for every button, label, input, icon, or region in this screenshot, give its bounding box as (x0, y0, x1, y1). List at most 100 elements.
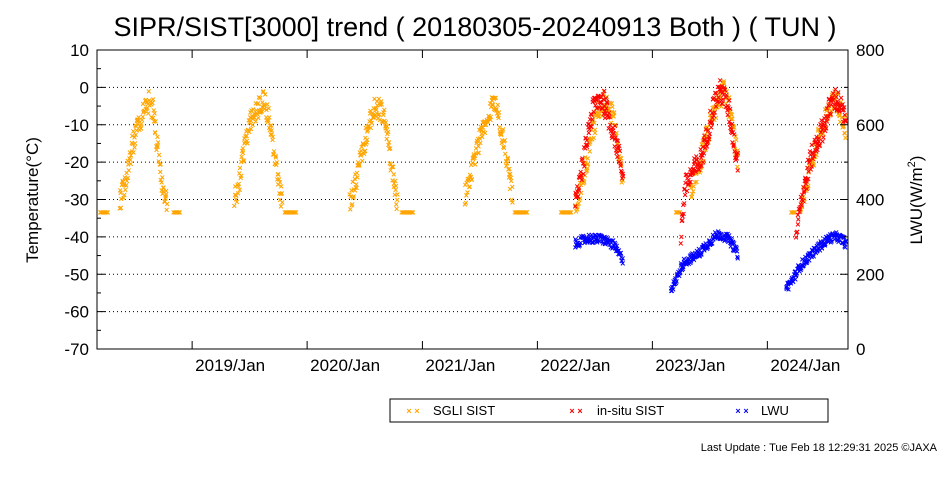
lwu-point: × (832, 229, 837, 239)
sgli-point: × (271, 150, 276, 160)
lwu-point: × (816, 244, 821, 254)
sgli-point: × (159, 177, 164, 187)
sgli-point: × (735, 162, 740, 172)
insitu-point: × (609, 131, 614, 141)
sgli-point: × (471, 152, 476, 162)
lwu-point: × (671, 276, 676, 286)
sgli-point: × (264, 113, 269, 123)
sgli-point: × (100, 208, 105, 218)
insitu-point: × (716, 96, 721, 106)
sgli-point: × (730, 114, 735, 124)
sgli-point: × (818, 126, 823, 136)
sgli-point: × (494, 106, 499, 116)
sgli-point: × (237, 163, 242, 173)
insitu-point: × (795, 227, 800, 237)
insitu-point: × (711, 94, 716, 104)
sgli-point: × (711, 107, 716, 117)
lwu-point: × (677, 269, 682, 279)
sgli-point: × (499, 129, 504, 139)
sgli-point: × (727, 93, 732, 103)
insitu-point: × (801, 188, 806, 198)
sgli-point: × (805, 163, 810, 173)
sgli-point: × (802, 197, 807, 207)
sgli-point: × (158, 167, 163, 177)
sgli-point: × (266, 115, 271, 125)
lwu-point: × (816, 239, 821, 249)
sgli-point: × (387, 159, 392, 169)
lwu-point: × (619, 256, 624, 266)
sgli-point: × (467, 182, 472, 192)
sgli-point: × (473, 160, 478, 170)
lwu-point: × (675, 269, 680, 279)
sgli-point: × (276, 170, 281, 180)
lwu-point: × (616, 245, 621, 255)
sgli-point: × (364, 135, 369, 145)
insitu-point: × (829, 93, 834, 103)
sgli-point: × (248, 124, 253, 134)
sgli-point: × (118, 188, 123, 198)
sgli-point: × (609, 107, 614, 117)
insitu-point: × (694, 155, 699, 165)
sgli-point: × (380, 118, 385, 128)
insitu-point: × (583, 134, 588, 144)
sgli-point: × (155, 132, 160, 142)
insitu-point: × (726, 102, 731, 112)
sgli-point: × (583, 153, 588, 163)
y-tick-label: 10 (70, 41, 89, 60)
insitu-point: × (811, 149, 816, 159)
insitu-point: × (722, 85, 727, 95)
sgli-point: × (259, 106, 264, 116)
sgli-point: × (496, 113, 501, 123)
lwu-point: × (707, 236, 712, 246)
sgli-point: × (270, 135, 275, 145)
sgli-point: × (254, 105, 259, 115)
insitu-point: × (583, 133, 588, 143)
insitu-point: × (692, 157, 697, 167)
sgli-point: × (717, 88, 722, 98)
lwu-point: × (732, 238, 737, 248)
sgli-point: × (240, 146, 245, 156)
lwu-point: × (677, 271, 682, 281)
lwu-point: × (822, 234, 827, 244)
lwu-point: × (723, 229, 728, 239)
insitu-point: × (599, 103, 604, 113)
sgli-point: × (131, 127, 136, 137)
insitu-point: × (682, 184, 687, 194)
lwu-point: × (725, 230, 730, 240)
sgli-point: × (612, 121, 617, 131)
sgli-point: × (373, 110, 378, 120)
lwu-point: × (728, 238, 733, 248)
sgli-point: × (277, 177, 282, 187)
sgli-point: × (713, 113, 718, 123)
lwu-point: × (599, 231, 604, 241)
lwu-point: × (834, 230, 839, 240)
sgli-point: × (726, 93, 731, 103)
y-tick-label: -70 (64, 340, 89, 359)
sgli-point: × (239, 152, 244, 162)
lwu-point: × (809, 246, 814, 256)
lwu-point: × (733, 246, 738, 256)
insitu-point: × (582, 161, 587, 171)
y2-tick-label: 200 (856, 265, 884, 284)
insitu-point: × (593, 94, 598, 104)
sgli-point: × (479, 129, 484, 139)
sgli-point: × (610, 111, 615, 121)
sgli-point: × (604, 92, 609, 102)
sgli-point: × (731, 139, 736, 149)
insitu-point: × (715, 97, 720, 107)
sgli-point: × (568, 208, 573, 218)
sgli-point: × (373, 104, 378, 114)
sgli-point: × (496, 108, 501, 118)
insitu-point: × (814, 132, 819, 142)
lwu-point: × (724, 232, 729, 242)
insitu-point: × (602, 86, 607, 96)
sgli-point: × (375, 101, 380, 111)
insitu-point: × (597, 97, 602, 107)
insitu-point: × (704, 142, 709, 152)
sgli-point: × (255, 99, 260, 109)
sgli-point: × (705, 131, 710, 141)
sgli-point: × (258, 105, 263, 115)
insitu-point: × (731, 142, 736, 152)
sgli-point: × (473, 149, 478, 159)
sgli-point: × (124, 176, 129, 186)
